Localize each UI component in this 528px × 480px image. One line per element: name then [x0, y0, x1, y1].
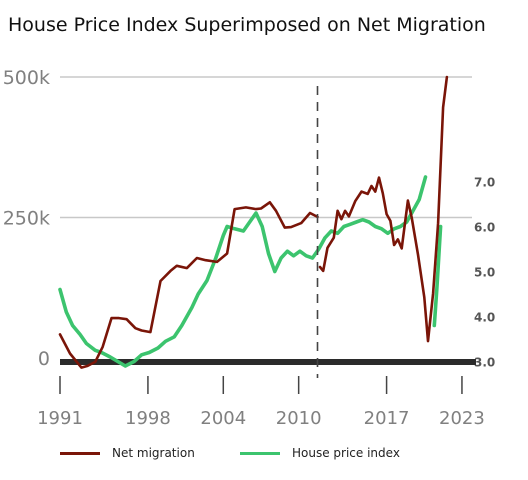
right-tick-label-4: 3.0 — [474, 356, 495, 370]
left-tick-label-2: 0 — [38, 348, 50, 370]
x-tick-label-0: 1991 — [37, 408, 83, 429]
right-tick-label-3: 4.0 — [474, 311, 495, 325]
legend-swatch-net-migration — [60, 451, 100, 455]
legend-label-house-price-index: House price index — [292, 446, 400, 460]
series-line-house-price-index-1 — [432, 224, 443, 328]
left-tick-label-0: 500k — [3, 67, 50, 89]
series-line-net-migration-1 — [318, 75, 449, 343]
x-tick-label-1: 1998 — [125, 408, 171, 429]
left-tick-label-1: 250k — [3, 208, 50, 230]
left-axis: 500k 250k 0 — [3, 67, 50, 370]
series-lines — [58, 75, 449, 369]
x-tick-label-3: 2010 — [276, 408, 322, 429]
chart-title: House Price Index Superimposed on Net Mi… — [8, 14, 486, 36]
legend-label-net-migration: Net migration — [112, 446, 195, 460]
x-axis: 1991 1998 2004 2010 2017 2023 — [37, 359, 485, 429]
right-tick-label-0: 7.0 — [474, 176, 495, 190]
legend-item-net-migration: Net migration — [60, 446, 195, 460]
legend-item-house-price-index: House price index — [240, 446, 400, 460]
right-tick-label-1: 6.0 — [474, 221, 495, 235]
series-line-house-price-index-0 — [58, 175, 428, 368]
x-tick-label-2: 2004 — [200, 408, 246, 429]
x-tick-label-4: 2017 — [364, 408, 410, 429]
right-tick-label-2: 5.0 — [474, 266, 495, 280]
chart-plot: 500k 250k 0 7.0 6.0 5.0 4.0 3.0 1991 1998 2004 20… — [3, 67, 496, 429]
legend-swatch-house-price-index — [240, 451, 280, 455]
right-axis: 7.0 6.0 5.0 4.0 3.0 — [474, 176, 495, 370]
grid-lines — [60, 76, 472, 219]
x-tick-label-5: 2023 — [439, 408, 485, 429]
series-line-net-migration-0 — [58, 201, 319, 369]
